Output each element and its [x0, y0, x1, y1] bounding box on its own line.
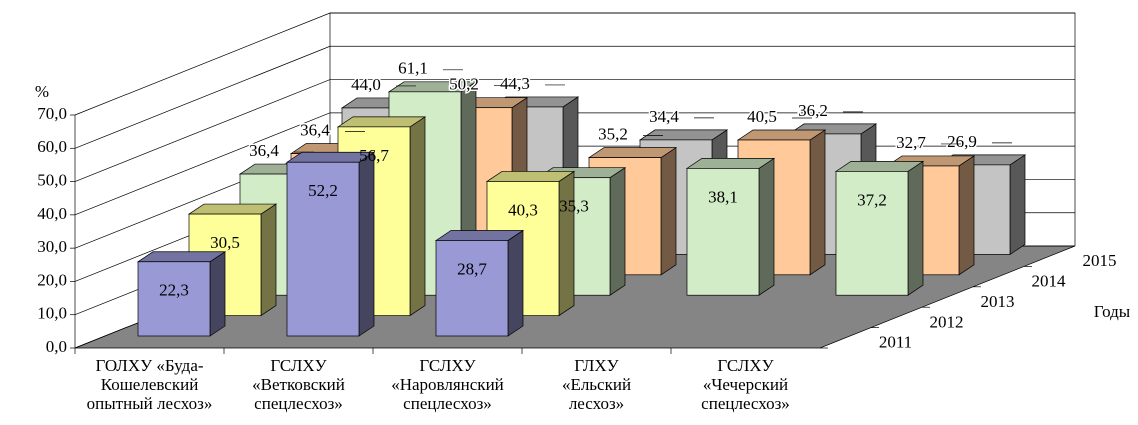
value-label: 50,2 — [449, 75, 479, 94]
y-axis-label: % — [35, 82, 49, 101]
value-label: 52,2 — [308, 181, 338, 200]
x-tick-label: «Чечерский — [703, 375, 788, 394]
depth-tick-label: 2014 — [1032, 272, 1067, 291]
x-tick-label: спецлесхоз» — [254, 394, 343, 413]
value-label: 26,9 — [947, 132, 977, 151]
value-label: 40,5 — [747, 107, 777, 126]
value-label: 61,1 — [398, 59, 428, 78]
y-tick-label: 10,0 — [37, 304, 67, 323]
depth-tick-label: 2012 — [930, 312, 964, 331]
bar-top — [638, 129, 729, 141]
value-label: 36,4 — [300, 121, 330, 140]
x-tick-label: спецлесхоз» — [403, 394, 492, 413]
x-tick-label: ГОЛХУ «Буда- — [95, 356, 203, 375]
value-label: 40,3 — [508, 200, 538, 219]
x-tick-label: ГСЛХУ — [419, 356, 476, 375]
x-tick-label: лесхоз» — [569, 394, 624, 413]
bar-side — [660, 146, 677, 276]
x-tick-label: ГЛХУ — [574, 356, 619, 375]
bar-top — [136, 251, 227, 263]
x-tick-label: «Ветковский — [252, 375, 345, 394]
grid-line — [74, 112, 1075, 216]
bar — [435, 240, 509, 337]
bar — [286, 161, 360, 337]
x-tick-label: опытный лесхоз» — [87, 394, 213, 413]
value-label: 36,4 — [249, 141, 279, 160]
bar-top — [434, 230, 525, 241]
bar-side — [409, 116, 426, 317]
value-label: 32,7 — [896, 133, 926, 152]
value-label: 34,4 — [649, 107, 679, 126]
value-label: 44,0 — [351, 75, 381, 94]
bar-side — [507, 229, 524, 337]
bar-side — [958, 155, 975, 276]
value-label: 28,7 — [457, 259, 487, 278]
x-tick-label: Кошелевский — [101, 375, 199, 394]
bar-side — [1009, 154, 1026, 256]
bar-side — [609, 167, 626, 296]
depth-tick-label: 2013 — [981, 292, 1015, 311]
bar-side — [558, 170, 575, 317]
bar-top — [336, 116, 427, 128]
bar-top — [485, 171, 576, 182]
value-label: 37,2 — [857, 190, 887, 209]
bar-top — [685, 158, 776, 169]
grid-line — [74, 45, 1075, 149]
y-tick-label: 0,0 — [46, 337, 67, 356]
bar-top — [736, 129, 827, 141]
x-tick-label: «Наровлянский — [391, 375, 504, 394]
x-tick-label: «Ельский — [562, 375, 631, 394]
depth-axis-label: Годы — [1094, 302, 1131, 321]
x-tick-label: спецлесхоз» — [701, 394, 790, 413]
y-tick-label: 20,0 — [37, 270, 67, 289]
bar — [686, 168, 760, 296]
depth-tick-label: 2011 — [879, 333, 912, 352]
bar-side — [260, 203, 277, 317]
y-tick-label: 30,0 — [37, 237, 67, 256]
bar-top — [587, 147, 678, 158]
value-label: 35,3 — [559, 197, 589, 216]
y-tick-label: 70,0 — [37, 104, 67, 123]
value-label: 44,3 — [500, 74, 530, 93]
bar-top — [187, 203, 278, 215]
value-label: 56,7 — [359, 146, 389, 165]
value-label: 22,3 — [159, 281, 189, 300]
bar-side — [209, 251, 226, 337]
grid-line — [74, 79, 1075, 182]
x-tick-label: ГСЛХУ — [270, 356, 327, 375]
bar-top — [834, 161, 925, 172]
value-label: 36,2 — [798, 101, 828, 120]
bar-side — [809, 129, 826, 276]
bar — [137, 261, 211, 337]
bar — [835, 171, 909, 296]
value-label: 30,5 — [210, 233, 240, 252]
bar-side — [358, 151, 375, 337]
depth-tick-label: 2015 — [1083, 251, 1117, 270]
y-tick-label: 50,0 — [37, 170, 67, 189]
y-tick-label: 40,0 — [37, 204, 67, 223]
grid-line — [74, 12, 1075, 116]
bar-side — [758, 157, 775, 296]
value-label: 35,2 — [598, 125, 628, 144]
y-tick-label: 60,0 — [37, 137, 67, 156]
x-tick-label: ГСЛХУ — [717, 356, 774, 375]
bar-side — [907, 160, 924, 296]
value-label: 38,1 — [708, 187, 738, 206]
